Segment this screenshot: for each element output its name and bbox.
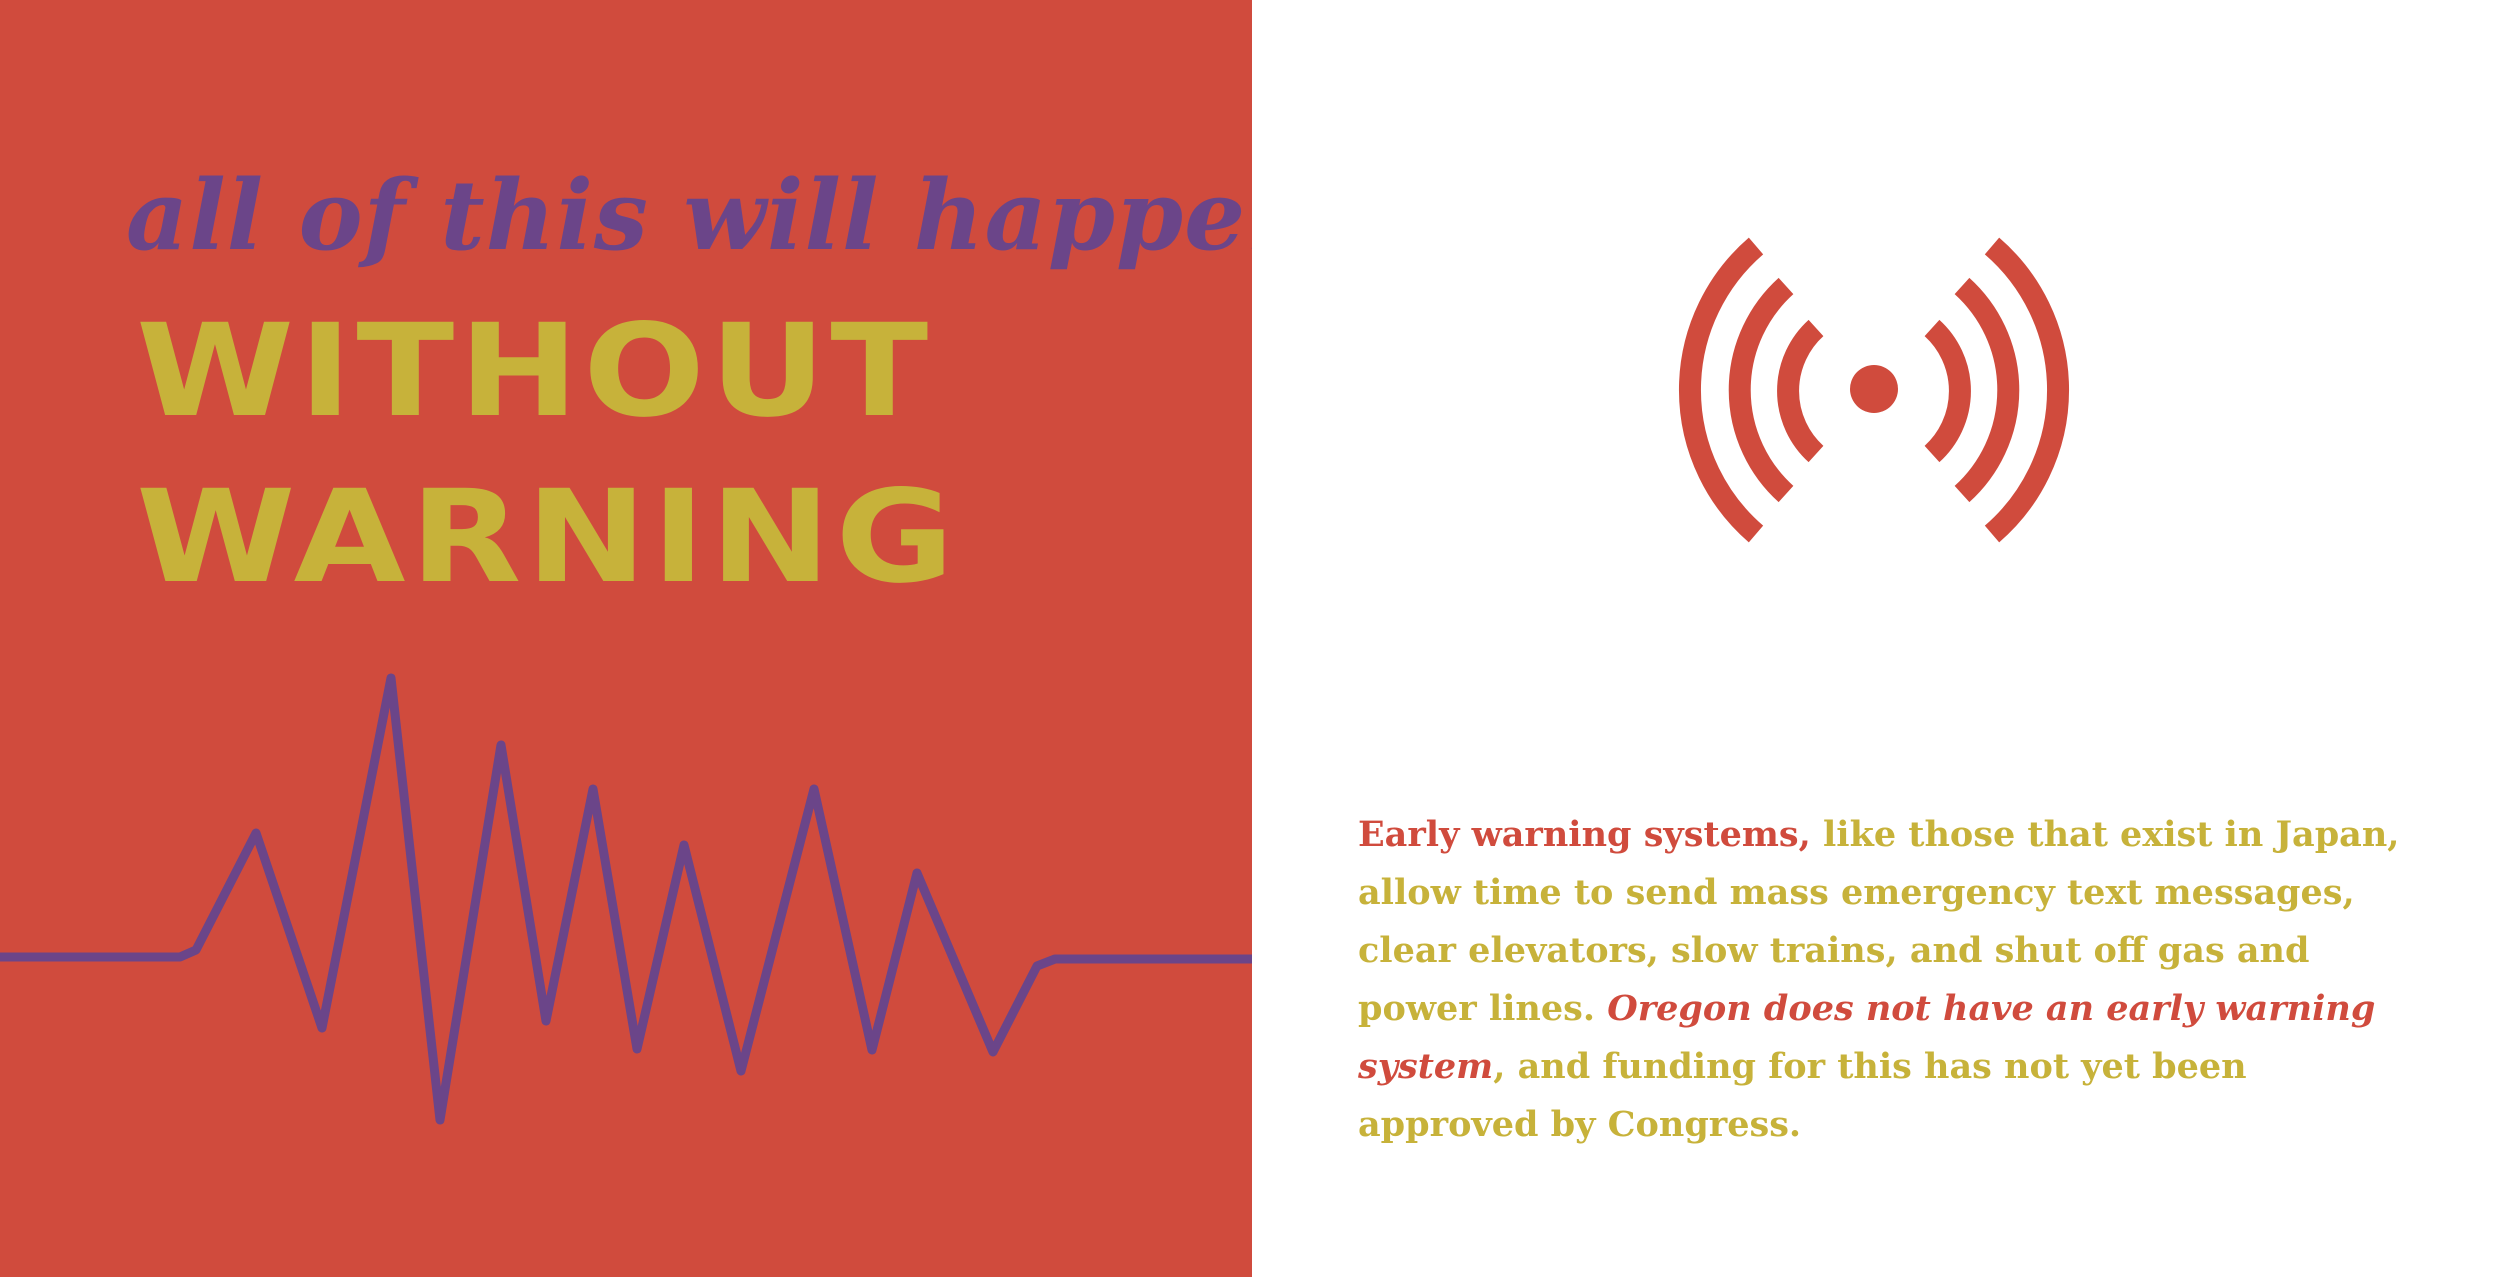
signal-arc-outer-left xyxy=(1679,237,1764,543)
signal-center-dot xyxy=(1850,365,1898,413)
body-part1: like those that exist in Japan, allow ti… xyxy=(1358,814,2400,1029)
headline-italic: all of this will happen xyxy=(126,159,1252,272)
body-lead: Early warning systems, xyxy=(1358,814,1811,855)
body-emphasis: Oregon does not have an early warning sy… xyxy=(1358,988,2376,1087)
signal-arc-middle-left xyxy=(1728,277,1794,503)
body-paragraph: Early warning systems, like those that e… xyxy=(1358,806,2418,1154)
signal-arc-inner-right xyxy=(1924,319,1971,463)
body-part2: , and funding for this has not yet been … xyxy=(1358,1046,2247,1145)
seismograph-wave-icon xyxy=(0,673,1252,1125)
signal-arc-inner-left xyxy=(1777,319,1824,463)
broadcast-signal-icon xyxy=(1679,237,2069,543)
seismograph-line xyxy=(0,673,1252,1125)
headline-without: WITHOUT xyxy=(136,297,933,446)
left-red-panel: all of this will happen WITHOUT WARNING xyxy=(0,0,1252,1277)
signal-arc-outer-right xyxy=(1984,237,2069,543)
headline-warning: WARNING xyxy=(136,463,959,612)
